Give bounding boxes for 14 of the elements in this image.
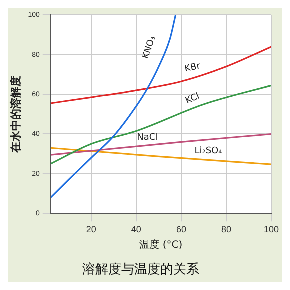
- x-tick-label: 80: [221, 224, 232, 234]
- text: KBr: [184, 62, 202, 75]
- x-tick-label: 100: [264, 224, 280, 234]
- x-tick-label: 40: [131, 224, 142, 234]
- series-label: NaCl: [137, 132, 158, 143]
- x-tick-label: 60: [176, 224, 186, 234]
- x-tick-label: 20: [86, 224, 96, 234]
- x-axis-title: 温度 (°C): [140, 238, 183, 251]
- series-label: Li₂SO₄: [194, 146, 223, 156]
- line-series: [50, 15, 177, 199]
- y-axis-title: 在水中的溶解度: [9, 76, 22, 154]
- text: 溶解度与温度的关系: [82, 262, 200, 278]
- text: KNO₃: [141, 34, 158, 60]
- text: KCl: [184, 92, 202, 107]
